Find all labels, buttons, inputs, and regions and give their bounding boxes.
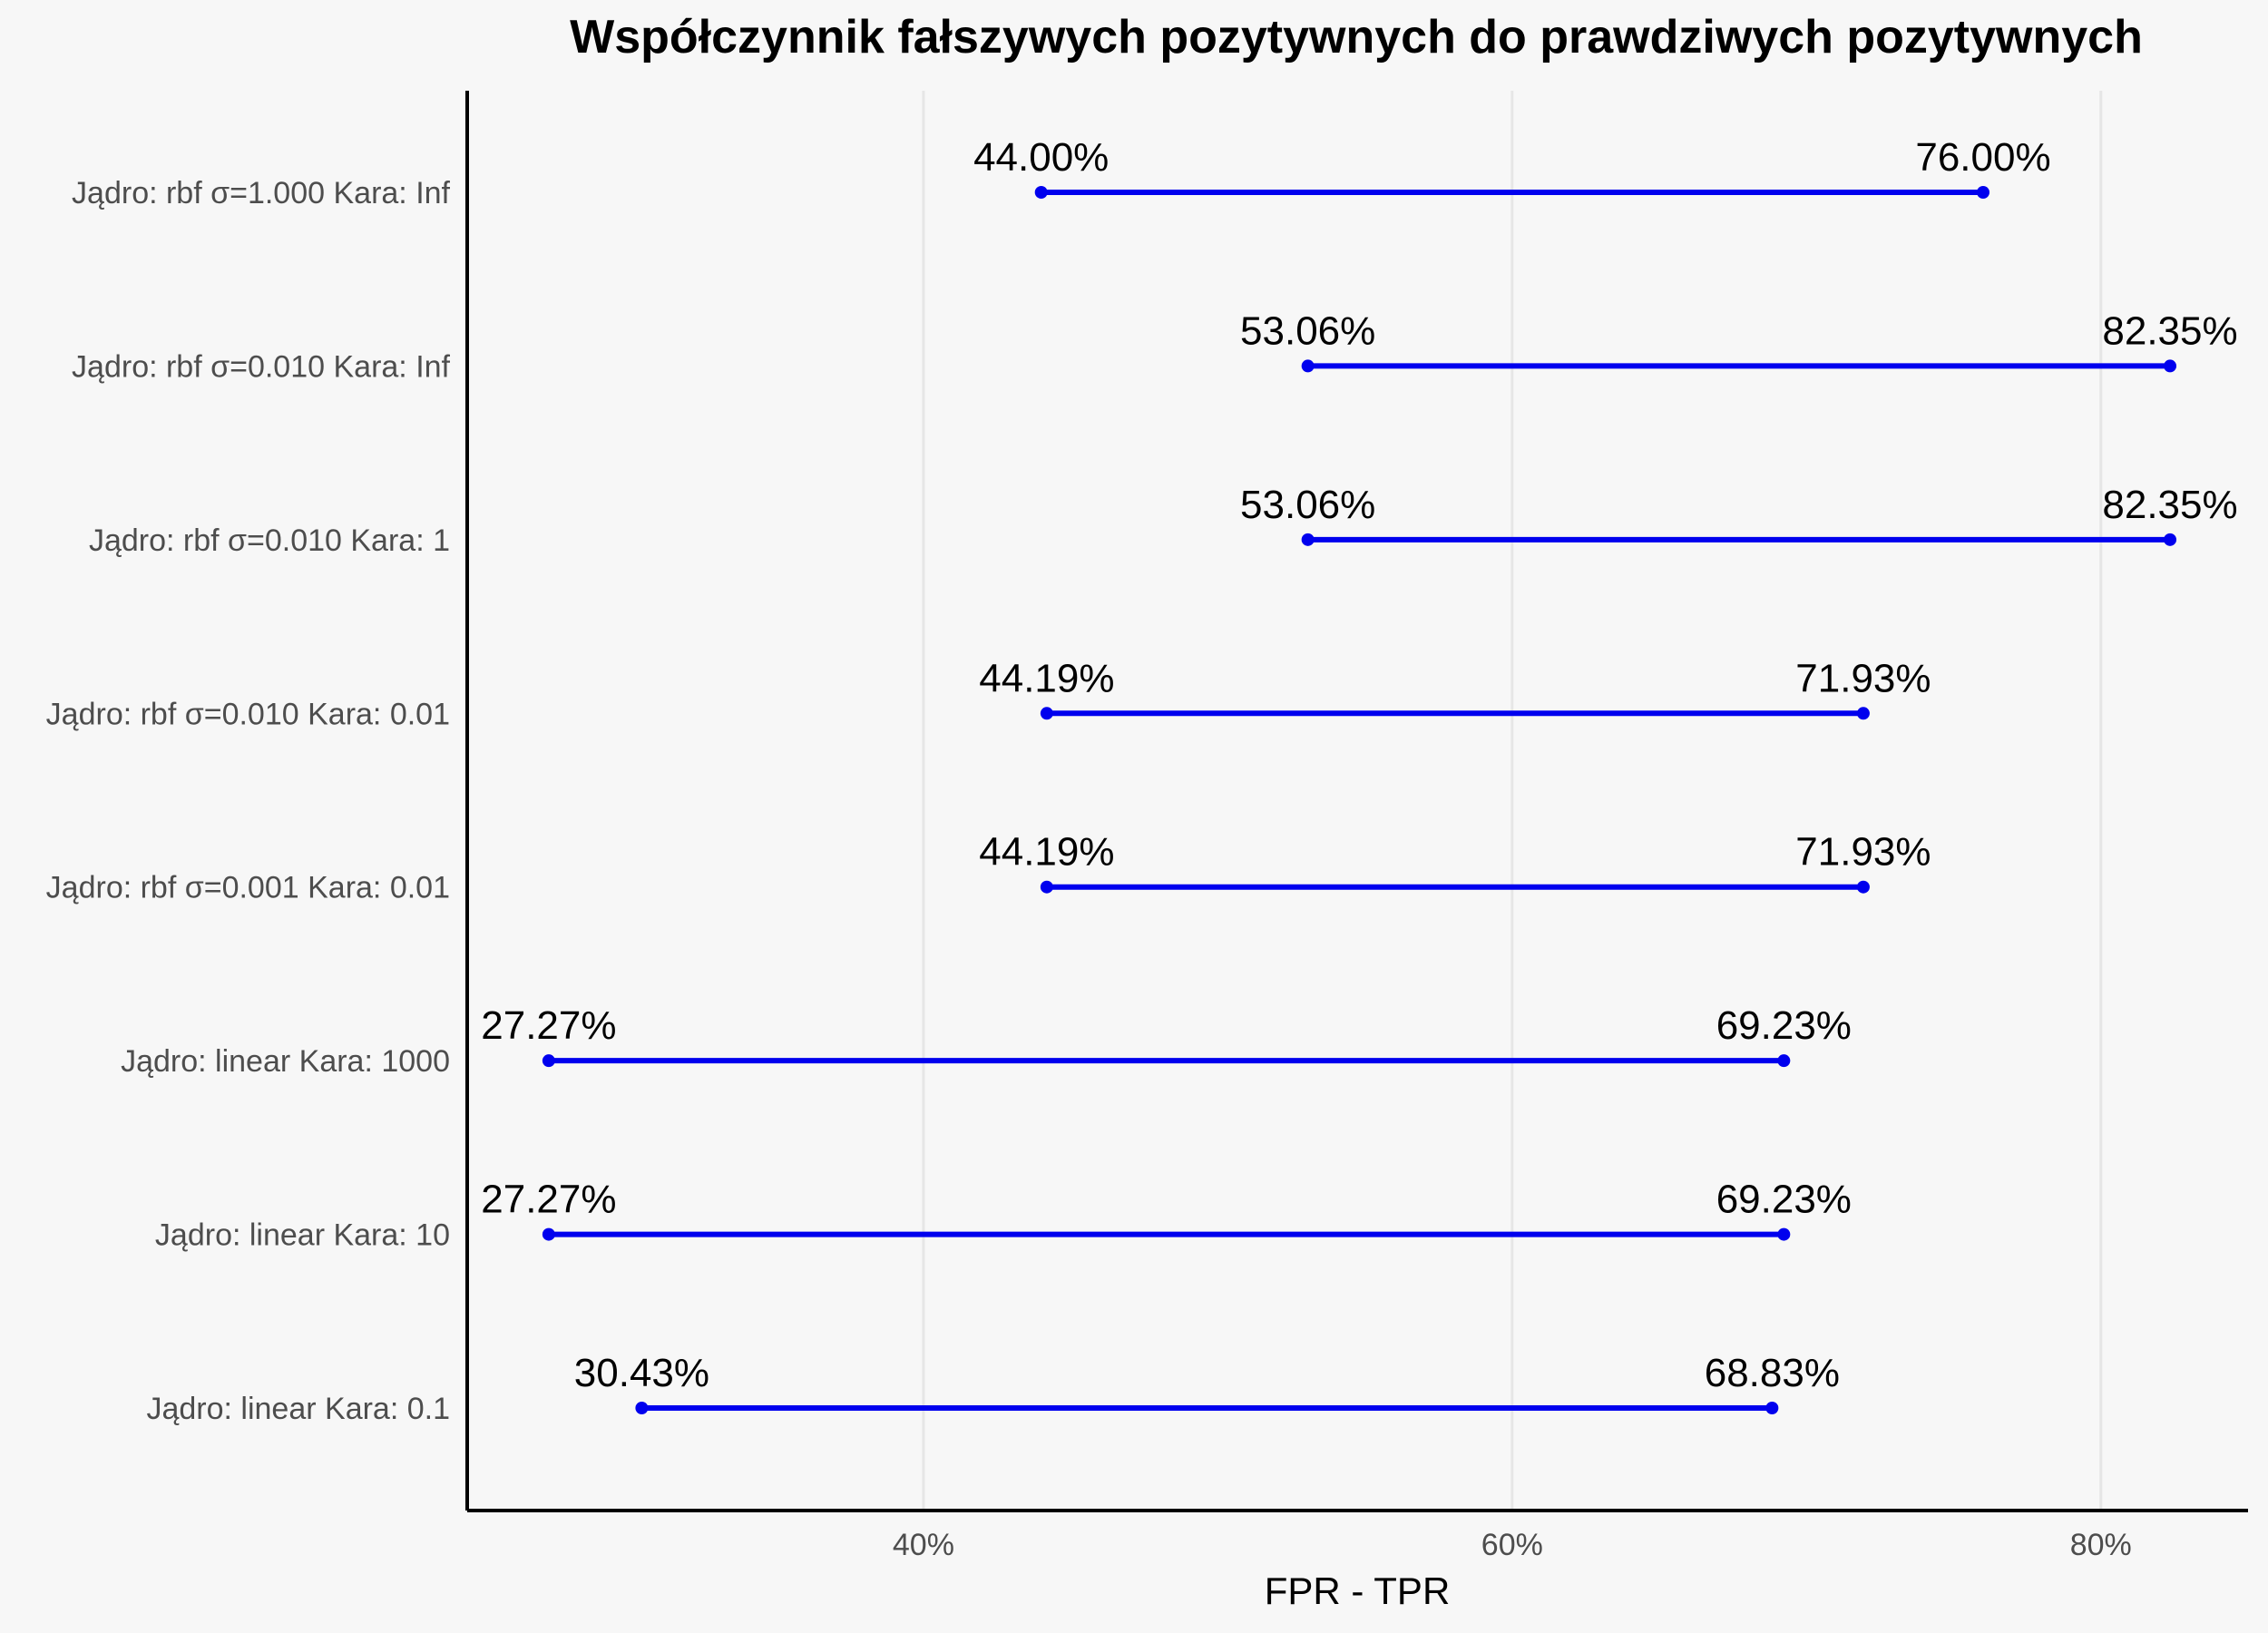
tpr-point — [2164, 533, 2177, 546]
category-label: Jądro: linear Kara: 1000 — [121, 1044, 450, 1079]
x-tick-label: 60% — [1481, 1528, 1543, 1562]
fpr-point — [1034, 186, 1048, 199]
fpr-point — [635, 1402, 649, 1414]
tick-layer: 40% 60% 80% — [893, 1528, 2132, 1562]
x-axis-title: FPR - TPR — [1265, 1569, 1451, 1612]
category-label: Jądro: rbf σ=1.000 Kara: Inf — [72, 176, 451, 210]
fpr-data-label: 44.19% — [979, 656, 1114, 700]
tpr-data-label: 82.35% — [2102, 483, 2237, 527]
tpr-point — [1765, 1402, 1779, 1414]
fpr-data-label: 53.06% — [1240, 483, 1375, 527]
tpr-point — [1777, 1227, 1791, 1241]
fpr-point — [542, 1054, 555, 1068]
category-label: Jądro: rbf σ=0.010 Kara: 1 — [89, 523, 450, 558]
tpr-data-label: 68.83% — [1705, 1351, 1840, 1395]
tpr-data-label: 69.23% — [1716, 1003, 1852, 1048]
tpr-data-label: 69.23% — [1716, 1178, 1852, 1222]
series-layer: 44.00% 76.00% 53.06% 82.35% 53.06% 82.35% 44.1… — [481, 135, 2238, 1414]
fpr-data-label: 53.06% — [1240, 308, 1375, 353]
tpr-point — [1856, 880, 1870, 894]
chart-title: Współczynnik fałszywych pozytywnych do p… — [570, 11, 2143, 64]
fpr-data-label: 27.27% — [481, 1003, 616, 1048]
x-tick-label: 40% — [893, 1528, 954, 1562]
tpr-data-label: 82.35% — [2102, 308, 2237, 353]
fpr-point — [1301, 359, 1315, 373]
tpr-point — [1777, 1054, 1791, 1068]
fpr-data-label: 44.19% — [979, 830, 1114, 875]
grid-layer — [922, 91, 2103, 1511]
tpr-data-label: 71.93% — [1795, 830, 1931, 875]
fpr-point — [542, 1227, 555, 1241]
x-tick-label: 80% — [2070, 1528, 2132, 1562]
fpr-data-label: 30.43% — [574, 1351, 709, 1395]
category-label: Jądro: rbf σ=0.001 Kara: 0.01 — [46, 871, 450, 905]
tpr-data-label: 76.00% — [1915, 135, 2050, 180]
category-label: Jądro: rbf σ=0.010 Kara: Inf — [72, 349, 451, 384]
tpr-point — [2164, 359, 2177, 373]
fpr-data-label: 27.27% — [481, 1178, 616, 1222]
tpr-point — [1976, 186, 1989, 199]
category-label: Jądro: rbf σ=0.010 Kara: 0.01 — [46, 697, 450, 731]
tpr-point — [1856, 707, 1870, 720]
fpr-point — [1040, 880, 1053, 894]
category-label: Jądro: linear Kara: 0.1 — [146, 1392, 450, 1426]
category-label: Jądro: linear Kara: 10 — [155, 1218, 450, 1253]
category-layer: Jądro: rbf σ=1.000 Kara: Inf Jądro: rbf σ… — [46, 176, 451, 1426]
fpr-point — [1040, 707, 1053, 720]
fpr-point — [1301, 533, 1315, 546]
fpr-data-label: 44.00% — [973, 135, 1109, 180]
tpr-data-label: 71.93% — [1795, 656, 1931, 700]
